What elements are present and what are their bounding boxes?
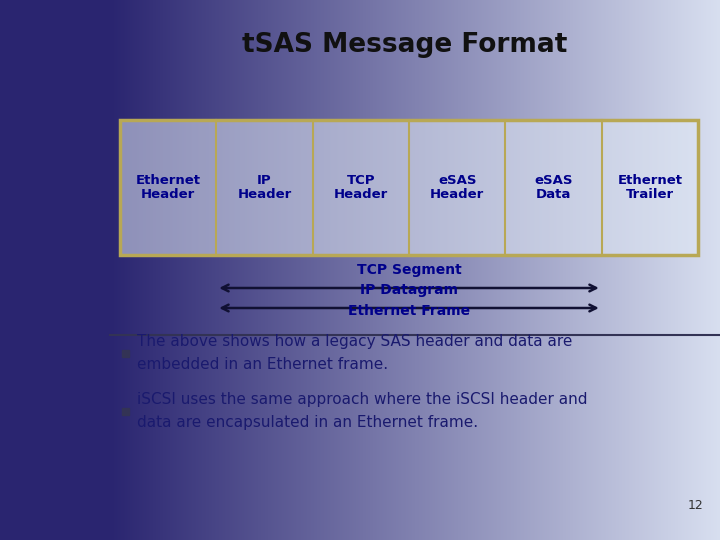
Text: IP Datagram: IP Datagram xyxy=(360,283,458,297)
Text: TCP Segment: TCP Segment xyxy=(356,263,462,277)
Bar xyxy=(122,350,129,357)
Text: Ethernet
Header: Ethernet Header xyxy=(135,173,201,201)
Text: Ethernet Frame: Ethernet Frame xyxy=(348,304,470,318)
Text: Ethernet
Trailer: Ethernet Trailer xyxy=(617,173,683,201)
Text: eSAS
Header: eSAS Header xyxy=(430,173,485,201)
Text: iSCSI uses the same approach where the iSCSI header and
data are encapsulated in: iSCSI uses the same approach where the i… xyxy=(137,393,588,430)
Text: IP
Header: IP Header xyxy=(238,173,292,201)
Bar xyxy=(120,120,698,255)
Text: eSAS
Data: eSAS Data xyxy=(534,173,572,201)
Bar xyxy=(120,120,698,255)
Text: 12: 12 xyxy=(688,499,703,512)
Bar xyxy=(122,408,129,415)
Text: TCP
Header: TCP Header xyxy=(333,173,388,201)
Text: The above shows how a legacy SAS header and data are
embedded in an Ethernet fra: The above shows how a legacy SAS header … xyxy=(137,334,572,372)
Text: tSAS Message Format: tSAS Message Format xyxy=(243,32,567,58)
